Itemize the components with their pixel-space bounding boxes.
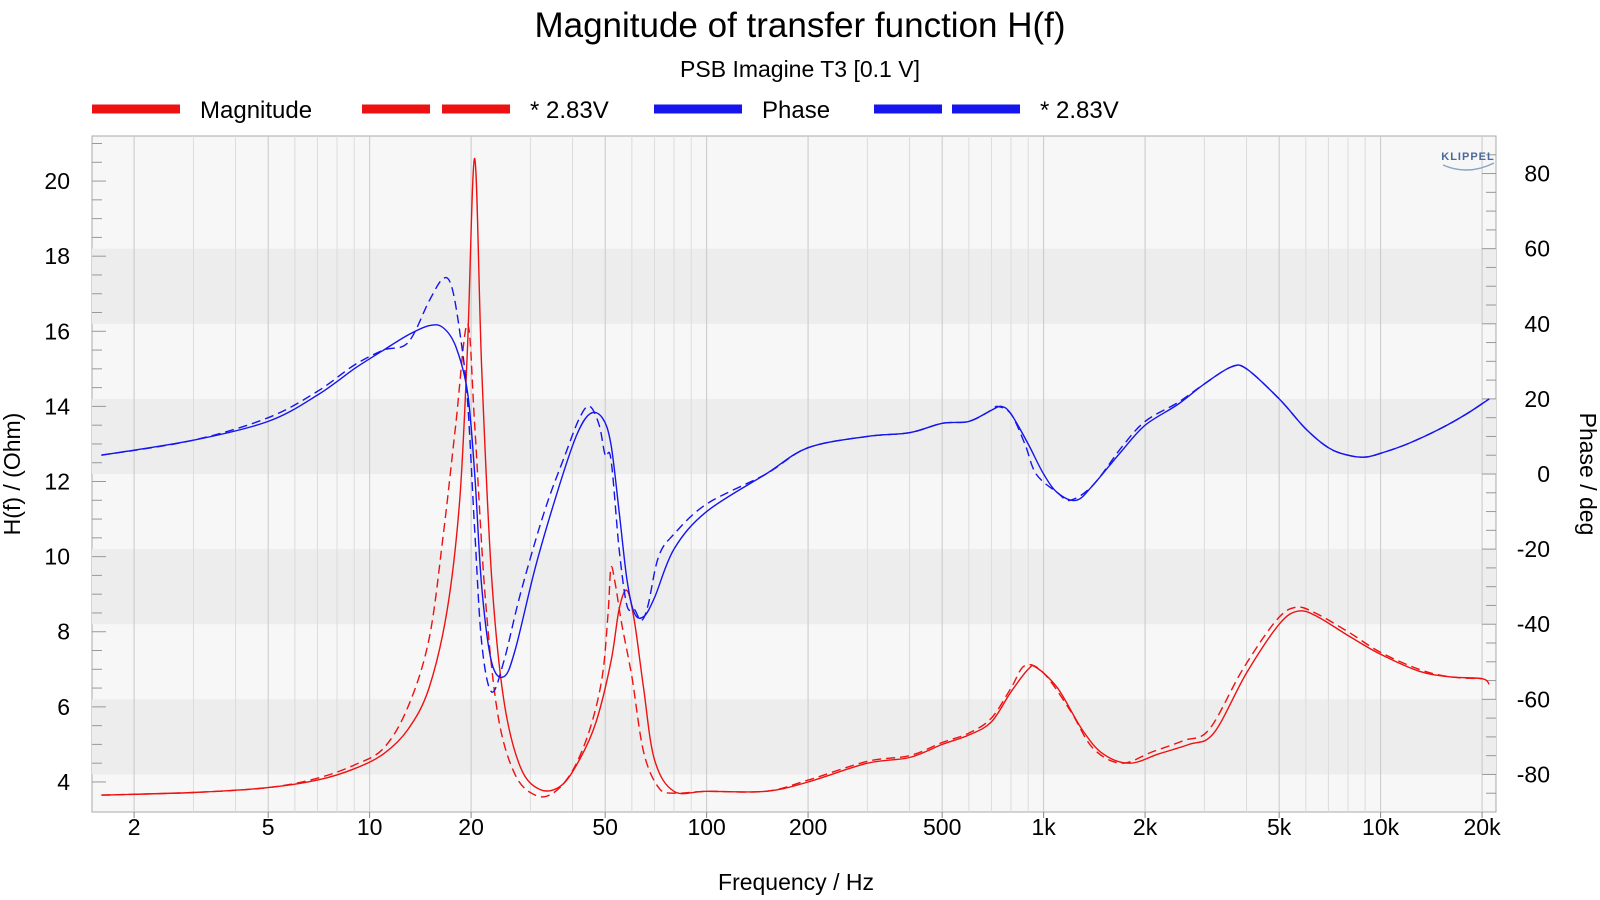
klippel-logo: KLIPPEL <box>1441 151 1495 171</box>
legend-label: * 2.83V <box>530 97 609 124</box>
x-tick-label: 10k <box>1362 814 1400 840</box>
y-right-axis-label: Phase / deg <box>1575 413 1600 536</box>
y-right-tick-label: 0 <box>1537 461 1550 487</box>
x-tick-label: 50 <box>592 814 618 840</box>
y-right-tick-label: 80 <box>1524 161 1550 187</box>
y-right-tick-label: -80 <box>1517 761 1550 787</box>
y-left-tick-label: 4 <box>57 769 70 795</box>
legend-phase-2-83v: * 2.83V <box>874 97 1119 124</box>
grid-band <box>92 398 1496 474</box>
y-left-tick-label: 10 <box>44 544 70 570</box>
x-tick-label: 20k <box>1464 814 1502 840</box>
y-left-tick-label: 14 <box>44 393 70 419</box>
x-tick-label: 10 <box>357 814 383 840</box>
legend-label: Magnitude <box>200 97 312 124</box>
y-right-tick-label: 40 <box>1524 311 1550 337</box>
series-group <box>101 157 1490 798</box>
y-left-axis-label: H(f) / (Ohm) <box>0 413 25 536</box>
y-left-tick-label: 8 <box>57 619 70 645</box>
legend: Magnitude * 2.83V Phase * 2.83V <box>92 97 1119 124</box>
series-magnitude-2-83v <box>101 323 1483 798</box>
logo-text: KLIPPEL <box>1441 151 1494 163</box>
x-tick-label: 5 <box>262 814 275 840</box>
legend-label: Phase <box>762 97 830 124</box>
grid-band <box>92 549 1496 625</box>
y-right-tick-label: 20 <box>1524 386 1550 412</box>
legend-phase: Phase <box>654 97 830 124</box>
y-left-axis-ticks: 4 6 8 10 12 14 16 18 20 <box>44 143 106 795</box>
y-right-tick-label: 60 <box>1524 236 1550 262</box>
x-tick-label: 2k <box>1133 814 1158 840</box>
x-tick-label: 5k <box>1267 814 1292 840</box>
chart-title: Magnitude of transfer function H(f) <box>534 6 1065 45</box>
legend-magnitude-2-83v: * 2.83V <box>362 97 609 124</box>
x-axis-ticks: 2 5 10 20 50 100 200 500 1k 2k 5k 10k 20k <box>128 812 1501 840</box>
x-tick-label: 1k <box>1031 814 1056 840</box>
y-right-tick-label: -20 <box>1517 536 1550 562</box>
legend-magnitude: Magnitude <box>92 97 312 124</box>
series-phase-2-83v <box>101 276 1490 693</box>
grid <box>92 136 1496 812</box>
legend-label: * 2.83V <box>1040 97 1119 124</box>
y-left-tick-label: 20 <box>44 168 70 194</box>
y-left-tick-label: 12 <box>44 469 70 495</box>
series-magnitude <box>101 157 1490 796</box>
chart-subtitle: PSB Imagine T3 [0.1 V] <box>680 56 920 82</box>
y-left-tick-label: 16 <box>44 318 70 344</box>
y-right-axis-ticks: -80 -60 -40 -20 0 20 40 60 80 <box>1482 154 1550 794</box>
x-axis-label: Frequency / Hz <box>718 869 874 895</box>
x-tick-label: 20 <box>458 814 484 840</box>
y-right-tick-label: -60 <box>1517 686 1550 712</box>
y-left-tick-label: 6 <box>57 694 70 720</box>
x-tick-label: 2 <box>128 814 141 840</box>
logo-swoosh-icon <box>1442 162 1495 171</box>
grid-band <box>92 248 1496 324</box>
x-tick-label: 200 <box>789 814 827 840</box>
grid-band <box>92 699 1496 775</box>
y-right-tick-label: -40 <box>1517 611 1550 637</box>
x-tick-label: 500 <box>923 814 961 840</box>
y-left-tick-label: 18 <box>44 243 70 269</box>
x-tick-label: 100 <box>687 814 725 840</box>
